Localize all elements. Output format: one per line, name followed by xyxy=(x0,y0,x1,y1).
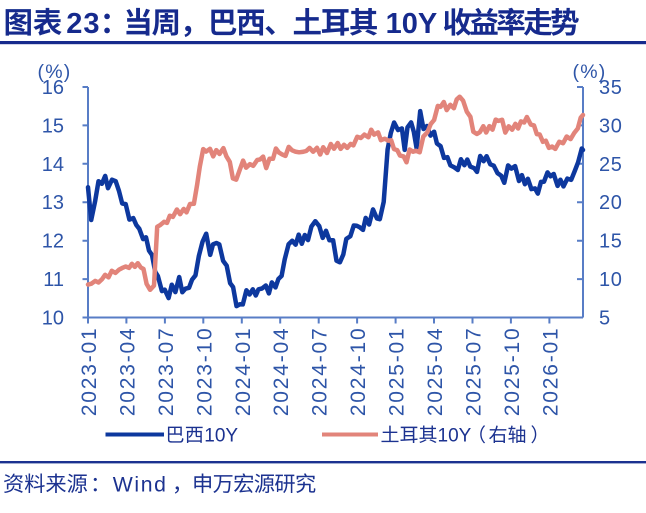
svg-text:16: 16 xyxy=(42,77,64,99)
svg-text:20: 20 xyxy=(599,192,622,214)
svg-text:25: 25 xyxy=(599,154,622,176)
svg-text:(%): (%) xyxy=(573,61,607,83)
svg-text:2023-04: 2023-04 xyxy=(116,327,139,417)
svg-text:(%): (%) xyxy=(38,61,72,83)
svg-text:2024-07: 2024-07 xyxy=(309,327,332,417)
svg-text:35: 35 xyxy=(599,77,622,99)
svg-text:15: 15 xyxy=(599,231,622,253)
svg-text:13: 13 xyxy=(42,192,64,214)
svg-text:2025-10: 2025-10 xyxy=(501,327,524,417)
svg-text:12: 12 xyxy=(42,231,64,253)
svg-text:10Y: 10Y xyxy=(204,426,238,447)
svg-text:2023-01: 2023-01 xyxy=(78,327,101,417)
svg-text:2024-01: 2024-01 xyxy=(232,327,255,417)
svg-text:10: 10 xyxy=(42,308,64,330)
svg-text:30: 30 xyxy=(599,115,622,137)
svg-text:5: 5 xyxy=(599,308,611,330)
svg-text:2025-04: 2025-04 xyxy=(424,327,447,417)
svg-text:2023-10: 2023-10 xyxy=(193,327,216,417)
svg-text:2024-10: 2024-10 xyxy=(347,327,370,417)
svg-text:2025-01: 2025-01 xyxy=(386,327,409,417)
svg-text:10: 10 xyxy=(599,269,622,291)
svg-text:2024-04: 2024-04 xyxy=(270,327,293,417)
svg-text:10Y: 10Y xyxy=(438,426,472,447)
svg-text:Wind: Wind xyxy=(113,473,168,496)
svg-text:2025-07: 2025-07 xyxy=(463,327,486,417)
svg-text:10Y: 10Y xyxy=(386,8,438,40)
svg-text:15: 15 xyxy=(42,115,64,137)
svg-text:2023-07: 2023-07 xyxy=(155,327,178,417)
svg-text:2026-01: 2026-01 xyxy=(539,327,562,417)
svg-text:23: 23 xyxy=(66,8,100,40)
svg-text:11: 11 xyxy=(43,269,64,291)
svg-text:14: 14 xyxy=(42,154,64,176)
